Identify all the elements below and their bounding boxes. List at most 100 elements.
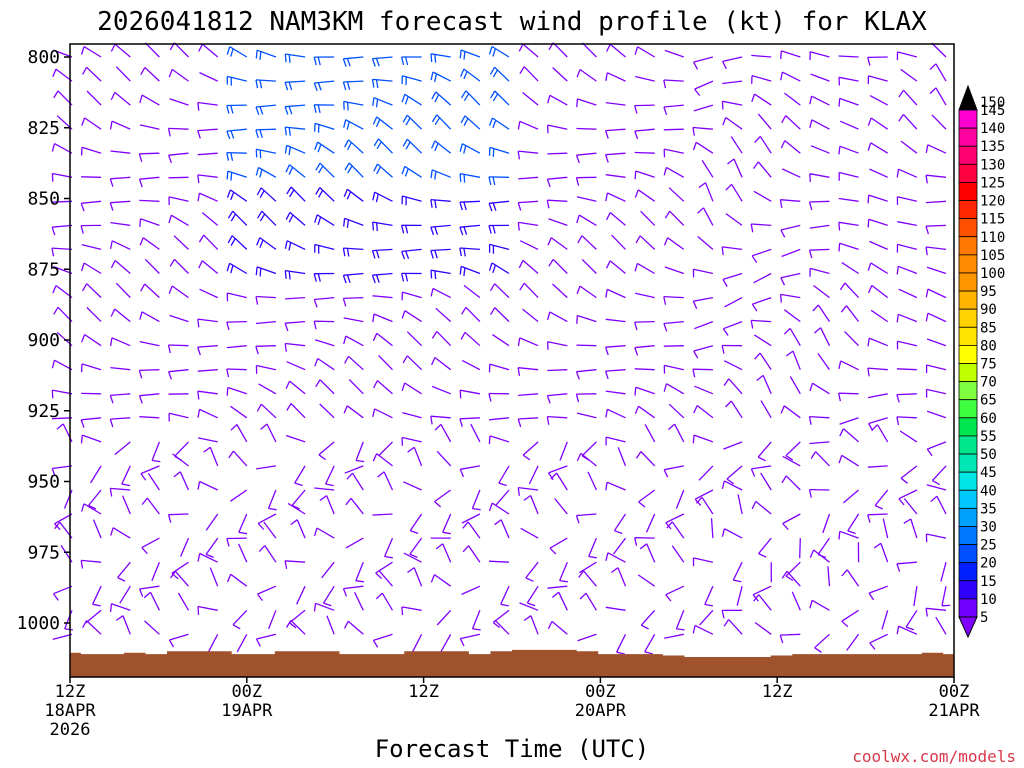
wind-barb (874, 489, 889, 510)
wind-barb (315, 379, 335, 395)
wind-barb (698, 465, 714, 481)
wind-barb (255, 295, 276, 305)
wind-barb (197, 318, 218, 328)
wind-barb (401, 195, 422, 206)
wind-barb (808, 200, 830, 211)
wind-barb (114, 441, 131, 456)
colorbar-swatch (958, 453, 978, 473)
wind-barb (52, 49, 73, 58)
wind-barb (488, 117, 510, 130)
wind-barb (238, 513, 248, 535)
colorbar-label: 10 (980, 592, 997, 608)
wind-barb (925, 364, 947, 374)
wind-barb (634, 104, 655, 114)
wind-barb (315, 187, 335, 202)
wind-barb (870, 309, 889, 323)
wind-barb (430, 415, 451, 425)
wind-barb (401, 75, 422, 86)
wind-barb (313, 296, 335, 308)
wind-barb (528, 465, 539, 485)
wind-barb (817, 353, 831, 371)
wind-barb (286, 619, 306, 635)
wind-barb (753, 190, 772, 202)
colorbar-label: 50 (980, 447, 997, 463)
wind-barb (751, 74, 772, 84)
wind-barb (342, 585, 364, 597)
wind-barb (489, 66, 510, 82)
wind-barb (784, 92, 801, 106)
wind-barb (809, 173, 830, 182)
wind-barb (517, 221, 539, 231)
wind-barb (121, 465, 131, 487)
colorbar: 1501451401351301251201151101051009590858… (958, 84, 1005, 639)
wind-barb (723, 360, 743, 371)
wind-barb (488, 146, 510, 157)
wind-barb (522, 91, 539, 106)
wind-barb (226, 573, 248, 587)
wind-barb (693, 56, 714, 70)
wind-barb (663, 345, 684, 347)
wind-barb (613, 513, 627, 535)
wind-barb (634, 170, 655, 180)
wind-barb (896, 393, 917, 403)
wind-barb (462, 521, 481, 539)
wind-barb (581, 441, 597, 461)
wind-barb (779, 199, 801, 209)
wind-barb (525, 561, 539, 582)
wind-barb (663, 104, 684, 116)
wind-barb (313, 602, 335, 612)
wind-barb (663, 148, 684, 158)
y-tick-label: 850 (27, 189, 60, 210)
wind-barb (255, 79, 276, 89)
wind-barb (779, 633, 801, 644)
wind-barb (671, 545, 685, 563)
wind-barb (827, 566, 831, 587)
wind-barb (256, 237, 277, 250)
y-tick-label: 1000 (17, 613, 60, 634)
wind-barb (226, 189, 248, 202)
wind-barb (867, 337, 888, 347)
wind-barb (666, 521, 685, 539)
wind-barb (138, 152, 160, 162)
wind-barb (750, 319, 772, 329)
wind-barb (663, 295, 684, 305)
wind-barb (313, 80, 335, 92)
x-tick-label: 00Z (585, 682, 616, 702)
wind-barb (665, 585, 685, 602)
wind-barb (291, 489, 306, 510)
wind-barb (343, 188, 364, 202)
wind-barb (284, 126, 306, 136)
wind-barb (373, 380, 393, 395)
wind-barb (810, 73, 830, 82)
wind-barb (286, 361, 306, 371)
wind-barb (197, 552, 218, 563)
wind-barb (430, 169, 451, 180)
wind-barb (378, 570, 393, 587)
wind-barb (498, 465, 510, 487)
wind-barb (313, 272, 335, 282)
wind-barb (255, 104, 276, 116)
wind-barb (517, 367, 539, 376)
wind-barb (372, 97, 393, 108)
wind-barb (760, 400, 772, 419)
y-tick-label: 975 (27, 542, 60, 563)
wind-barb (576, 452, 597, 467)
wind-barb (663, 320, 684, 332)
wind-barb (230, 405, 248, 419)
wind-barb (896, 265, 918, 275)
wind-barb (226, 46, 248, 58)
colorbar-swatch (958, 236, 978, 256)
wind-barb (167, 513, 189, 523)
colorbar-label: 100 (980, 266, 1005, 282)
wind-barb (722, 56, 743, 70)
credit-link[interactable]: coolwx.com/models (852, 747, 1016, 766)
wind-barb (896, 313, 918, 323)
wind-barb (664, 633, 684, 639)
wind-barb (692, 268, 714, 278)
wind-barb (546, 176, 568, 188)
colorbar-min-arrow (958, 616, 978, 639)
colorbar-swatch (958, 471, 978, 491)
wind-barb (635, 235, 656, 250)
wind-barb (257, 210, 277, 226)
